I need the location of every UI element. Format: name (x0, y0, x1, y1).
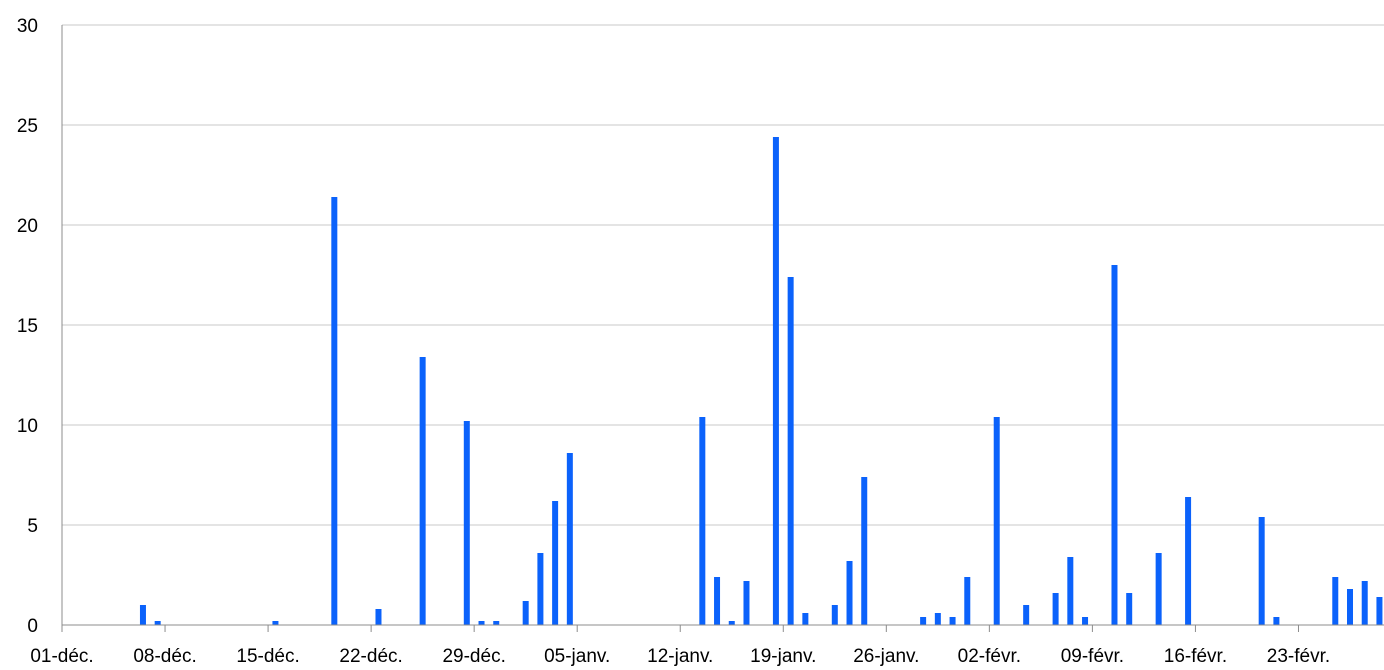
bar (728, 621, 735, 625)
bar (993, 417, 1000, 625)
bar (537, 553, 544, 625)
bar (272, 621, 279, 625)
bar (964, 577, 971, 625)
y-tick-label: 20 (17, 216, 38, 237)
bar (154, 621, 161, 625)
bar (714, 577, 721, 625)
grid-lines (62, 24, 1384, 526)
bar (1273, 617, 1280, 625)
bar (1376, 597, 1383, 625)
y-tick-label: 0 (27, 616, 38, 637)
x-tick-label: 08-déc. (133, 646, 196, 667)
bar (1258, 517, 1265, 625)
x-tick-labels: 01-déc. 08-déc. 15-déc. 22-déc. 29-déc. 05-ja… (30, 646, 1330, 667)
x-tick-label: 23-févr. (1267, 646, 1330, 667)
bar (331, 197, 338, 625)
bar (419, 357, 426, 625)
bar (522, 601, 529, 625)
bar (1361, 581, 1368, 625)
bar (743, 581, 750, 625)
bar (1126, 593, 1133, 625)
bar (861, 477, 868, 625)
x-tick-label: 02-févr. (958, 646, 1021, 667)
x-tick-label: 15-déc. (236, 646, 299, 667)
y-tick-label: 30 (17, 16, 38, 37)
x-tick-label: 12-janv. (647, 646, 713, 667)
bars (139, 137, 1383, 625)
bar (1185, 497, 1192, 625)
bar (1332, 577, 1339, 625)
x-tick-label: 16-févr. (1164, 646, 1227, 667)
bar (566, 453, 573, 625)
bar (846, 561, 853, 625)
bar (1023, 605, 1030, 625)
x-tick-label: 01-déc. (30, 646, 93, 667)
x-tick-label: 26-janv. (853, 646, 919, 667)
y-tick-label: 25 (17, 116, 38, 137)
bar (1082, 617, 1089, 625)
bar (787, 277, 794, 625)
bar (802, 613, 809, 625)
bar (1111, 265, 1118, 625)
x-tick-label: 09-févr. (1061, 646, 1124, 667)
bar (463, 421, 470, 625)
y-tick-label: 10 (17, 416, 38, 437)
x-tick-label: 22-déc. (339, 646, 402, 667)
bar (831, 605, 838, 625)
bar (139, 605, 146, 625)
axes (61, 25, 1384, 632)
x-tick-label: 29-déc. (442, 646, 505, 667)
y-tick-label: 5 (27, 516, 38, 537)
bar (478, 621, 485, 625)
bar (1067, 557, 1074, 625)
bar (375, 609, 382, 625)
y-tick-label: 15 (17, 316, 38, 337)
x-tick-label: 19-janv. (750, 646, 816, 667)
bar (934, 613, 941, 625)
y-tick-labels: 0 5 10 15 20 25 30 (17, 16, 38, 637)
x-tick-label: 05-janv. (544, 646, 610, 667)
bar (552, 501, 559, 625)
bar (493, 621, 500, 625)
bar (699, 417, 706, 625)
bar (1155, 553, 1162, 625)
bar (772, 137, 779, 625)
bar (949, 617, 956, 625)
bar (1052, 593, 1059, 625)
bar (1347, 589, 1353, 625)
bar (920, 617, 927, 625)
